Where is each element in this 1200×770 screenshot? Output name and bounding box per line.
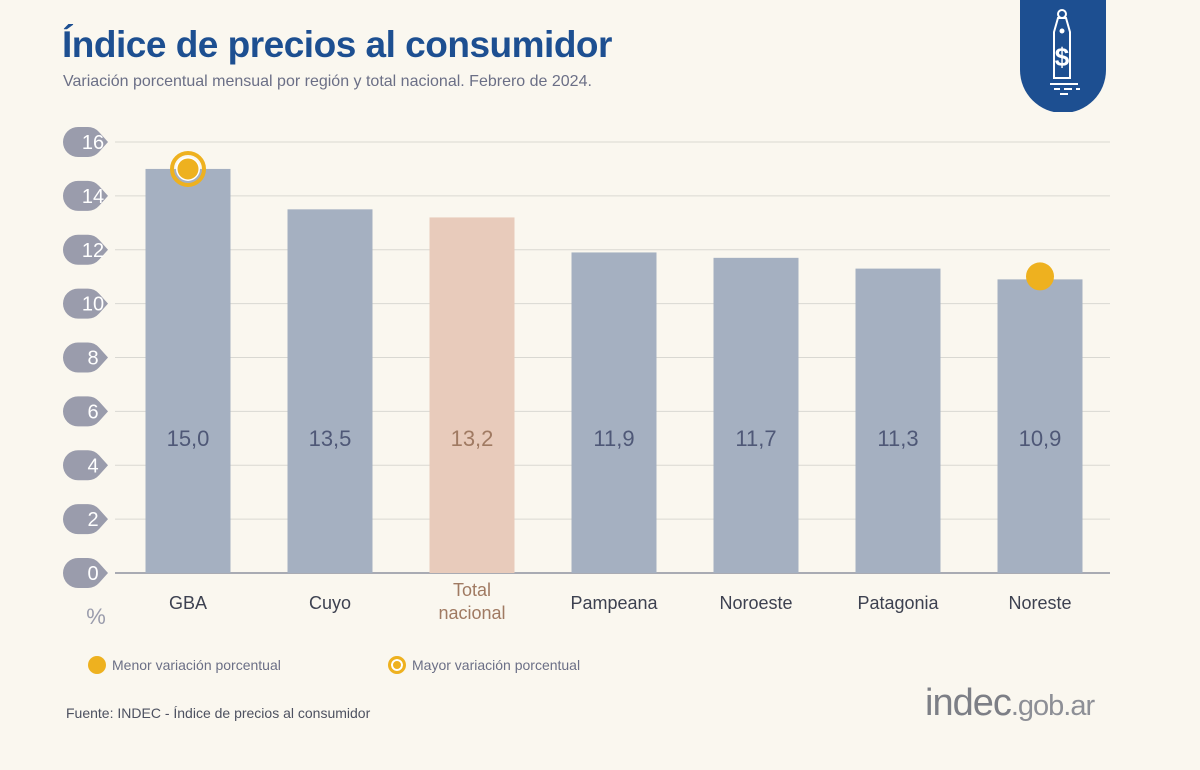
- bar-value-label: 13,5: [309, 426, 352, 451]
- x-tick-label: nacional: [438, 603, 505, 623]
- y-tick-marker: [63, 342, 108, 373]
- y-tick-marker: [63, 450, 108, 481]
- page-title: Índice de precios al consumidor: [62, 24, 612, 65]
- legend-min: Menor variación porcentual: [88, 656, 281, 674]
- price-tag-dollar-icon: $: [1020, 0, 1106, 112]
- x-tick-label: Patagonia: [857, 593, 939, 613]
- source-note: Fuente: INDEC - Índice de precios al con…: [66, 705, 371, 721]
- y-tick-label: 16: [82, 132, 104, 154]
- bar-value-label: 11,3: [877, 426, 918, 451]
- min-marker: [1026, 262, 1054, 291]
- x-tick-label: GBA: [169, 593, 207, 613]
- y-tick-label: 0: [87, 563, 98, 585]
- x-tick-label: Pampeana: [570, 593, 658, 613]
- bar: [145, 168, 231, 573]
- y-tick-marker: [63, 396, 108, 427]
- bar-value-label: 13,2: [451, 426, 494, 451]
- bar-value-label: 10,9: [1019, 426, 1062, 451]
- legend-max-label: Mayor variación porcentual: [412, 657, 581, 673]
- y-tick-label: 12: [82, 240, 104, 262]
- y-tick-marker: [63, 504, 108, 535]
- logo-main: indec: [925, 682, 1012, 724]
- max-marker: [177, 158, 199, 180]
- logo-suffix: .gob.ar: [1010, 690, 1095, 722]
- bar: [571, 252, 657, 573]
- max-marker-ring: [170, 150, 206, 187]
- bar-value-label: 11,9: [593, 426, 634, 451]
- page-subtitle: Variación porcentual mensual por región …: [63, 73, 592, 90]
- bar: [429, 217, 515, 574]
- x-tick-label: Total: [453, 580, 491, 600]
- svg-text:$: $: [1055, 42, 1070, 72]
- y-tick-marker: [63, 288, 108, 319]
- y-tick-marker: [63, 558, 108, 588]
- legend-min-label: Menor variación porcentual: [112, 657, 281, 673]
- y-tick-label: 2: [87, 509, 98, 531]
- x-tick-label: Cuyo: [309, 593, 351, 613]
- y-tick-label: 6: [87, 401, 98, 423]
- y-tick-label: 10: [82, 294, 104, 316]
- legend-max: Mayor variación porcentual: [388, 656, 580, 674]
- indec-logo: indec.gob.ar: [925, 682, 1095, 725]
- bar-chart: 0 2 4 6 8 10 12 14 16% 15,0 GBA 13,5 Cuyo 13,2 Total na…: [63, 127, 1110, 629]
- max-marker-icon: [388, 656, 406, 674]
- y-tick-marker: [63, 127, 108, 157]
- y-tick-label: 8: [87, 348, 98, 370]
- bar: [855, 268, 941, 573]
- bar: [713, 257, 799, 573]
- x-tick-label: Noreste: [1008, 593, 1071, 613]
- bar-value-label: 15,0: [167, 426, 210, 451]
- y-tick-label: 4: [87, 455, 98, 477]
- y-tick-label: 14: [82, 186, 104, 208]
- bar-value-label: 11,7: [735, 426, 776, 451]
- y-tick-marker: [63, 180, 108, 211]
- bar: [997, 279, 1083, 573]
- y-axis-label: %: [86, 604, 106, 629]
- bar: [287, 209, 373, 573]
- x-tick-label: Noroeste: [719, 593, 792, 613]
- y-tick-marker: [63, 234, 108, 265]
- min-marker-icon: [88, 656, 106, 674]
